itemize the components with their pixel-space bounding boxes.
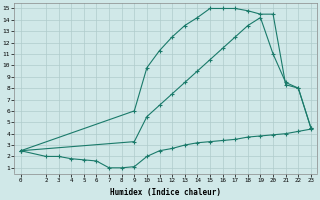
X-axis label: Humidex (Indice chaleur): Humidex (Indice chaleur)	[110, 188, 221, 197]
